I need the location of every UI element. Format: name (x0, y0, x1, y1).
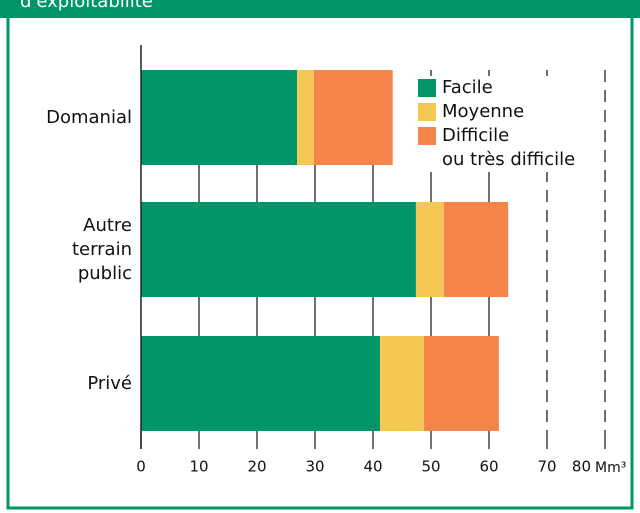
bar-segment (313, 70, 393, 165)
x-tick-label: 60 (479, 458, 498, 476)
bar-segment (141, 336, 380, 431)
x-tick-label: 10 (189, 458, 208, 476)
legend-item: Moyenne (418, 100, 575, 124)
x-tick-label: 30 (305, 458, 324, 476)
bar-segment (141, 70, 298, 165)
category-label: Domanial (46, 106, 132, 128)
legend-item: Facile (418, 76, 575, 100)
bar-segment (424, 336, 499, 431)
x-tick-label: 0 (136, 458, 146, 476)
x-tick-label: 50 (421, 458, 440, 476)
x-tick-label: 80 (572, 458, 591, 476)
chart-title: d'exploitabilité (20, 0, 153, 12)
legend-item: Difficile ou très difficile (418, 124, 575, 172)
legend: Facile Moyenne Difficile ou très difficile (418, 76, 576, 172)
bar-segment (379, 336, 425, 431)
legend-swatch (418, 79, 436, 97)
x-tick-label: 40 (363, 458, 382, 476)
category-label: Autre terrain public (71, 214, 132, 284)
legend-swatch (418, 127, 436, 145)
x-axis-label: Mm³ (595, 460, 626, 476)
legend-swatch (418, 103, 436, 121)
frame (6, 12, 634, 510)
bar-segment (141, 202, 416, 297)
bar-segment (297, 70, 314, 165)
x-tick-label: 70 (537, 458, 556, 476)
category-label: Privé (87, 372, 132, 394)
bar-segment (443, 202, 509, 297)
bar-segment (415, 202, 444, 297)
x-tick-label: 20 (247, 458, 266, 476)
